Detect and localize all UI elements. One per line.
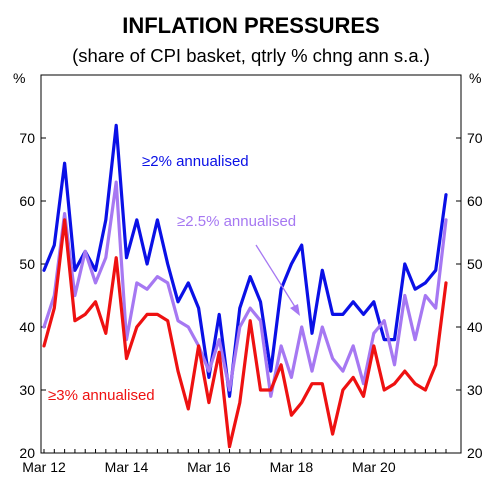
left-y-axis: 20 30 40 50 60 70 bbox=[19, 130, 46, 461]
y-tick-label-right: 60 bbox=[467, 193, 483, 209]
y-tick-label-left: 50 bbox=[19, 256, 35, 272]
y-tick-label-left: 20 bbox=[19, 445, 35, 461]
y-tick-label-right: 20 bbox=[467, 445, 483, 461]
y-tick-label-left: 70 bbox=[19, 130, 35, 146]
right-y-axis: 20 30 40 50 60 70 bbox=[456, 130, 483, 461]
y-tick-label-right: 70 bbox=[467, 130, 483, 146]
series-label-2pct: ≥2% annualised bbox=[142, 153, 249, 170]
left-axis-unit: % bbox=[13, 70, 25, 86]
x-tick-label: Mar 16 bbox=[187, 459, 231, 475]
annotation-arrow bbox=[255, 244, 300, 316]
y-tick-label-right: 30 bbox=[467, 382, 483, 398]
right-axis-unit: % bbox=[469, 70, 481, 86]
chart-subtitle: (share of CPI basket, qtrly % chng ann s… bbox=[72, 45, 430, 66]
x-tick-label: Mar 12 bbox=[22, 459, 66, 475]
x-axis: Mar 12 Mar 14 Mar 16 Mar 18 Mar 20 bbox=[22, 449, 447, 475]
chart-title: INFLATION PRESSURES bbox=[122, 13, 380, 38]
y-tick-label-left: 30 bbox=[19, 382, 35, 398]
x-tick-label: Mar 18 bbox=[270, 459, 314, 475]
series-label-3pct: ≥3% annualised bbox=[48, 387, 155, 404]
y-tick-label-right: 40 bbox=[467, 319, 483, 335]
series-line-s25 bbox=[42, 180, 448, 398]
series-line-s2 bbox=[42, 123, 448, 398]
y-tick-label-left: 60 bbox=[19, 193, 35, 209]
series-lines bbox=[42, 123, 448, 449]
x-tick-label: Mar 20 bbox=[352, 459, 396, 475]
series-line-s3 bbox=[42, 218, 448, 449]
x-tick-label: Mar 14 bbox=[105, 459, 149, 475]
series-label-2-5pct: ≥2.5% annualised bbox=[177, 213, 296, 230]
y-tick-label-left: 40 bbox=[19, 319, 35, 335]
y-tick-label-right: 50 bbox=[467, 256, 483, 272]
